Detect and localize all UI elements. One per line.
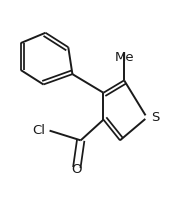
Text: O: O <box>71 163 82 176</box>
Text: S: S <box>151 111 159 124</box>
Text: Cl: Cl <box>33 123 46 136</box>
Text: Me: Me <box>114 51 134 64</box>
